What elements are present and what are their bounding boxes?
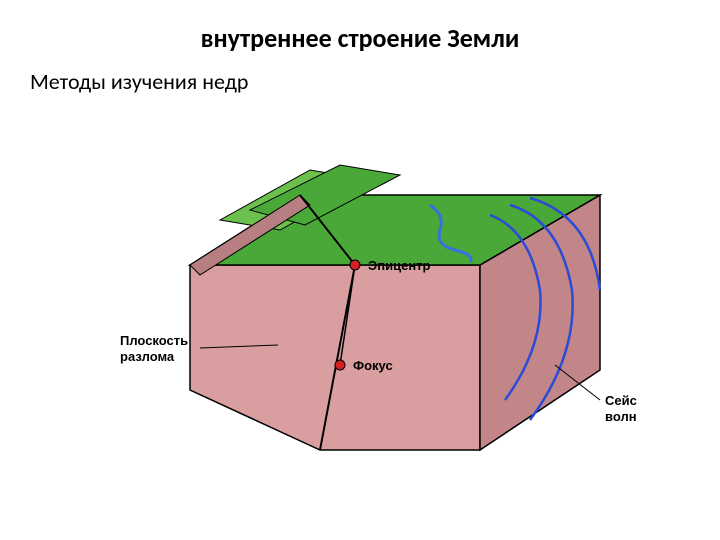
earthquake-diagram: Эпицентр Фокус Плоскостьразлома Сейсволн	[100, 120, 640, 500]
label-fault-plane-2: разлома	[120, 349, 175, 364]
subtitle-text: Методы изучения недр	[30, 68, 248, 95]
subtitle: Методы изучения недр	[30, 68, 248, 95]
diagram-svg: Эпицентр Фокус Плоскостьразлома Сейсволн	[100, 120, 640, 500]
block-front	[190, 265, 480, 450]
label-fault-plane-1: Плоскость	[120, 333, 188, 348]
label-focus: Фокус	[353, 358, 393, 373]
focus-marker	[335, 360, 345, 370]
page-title: внутреннее строение Земли	[0, 22, 720, 54]
epicenter-marker	[350, 260, 360, 270]
label-seismic-2: волн	[605, 409, 637, 424]
title-text: внутреннее строение Земли	[201, 22, 520, 54]
label-seismic-1: Сейс	[605, 393, 637, 408]
label-epicenter: Эпицентр	[368, 258, 431, 273]
